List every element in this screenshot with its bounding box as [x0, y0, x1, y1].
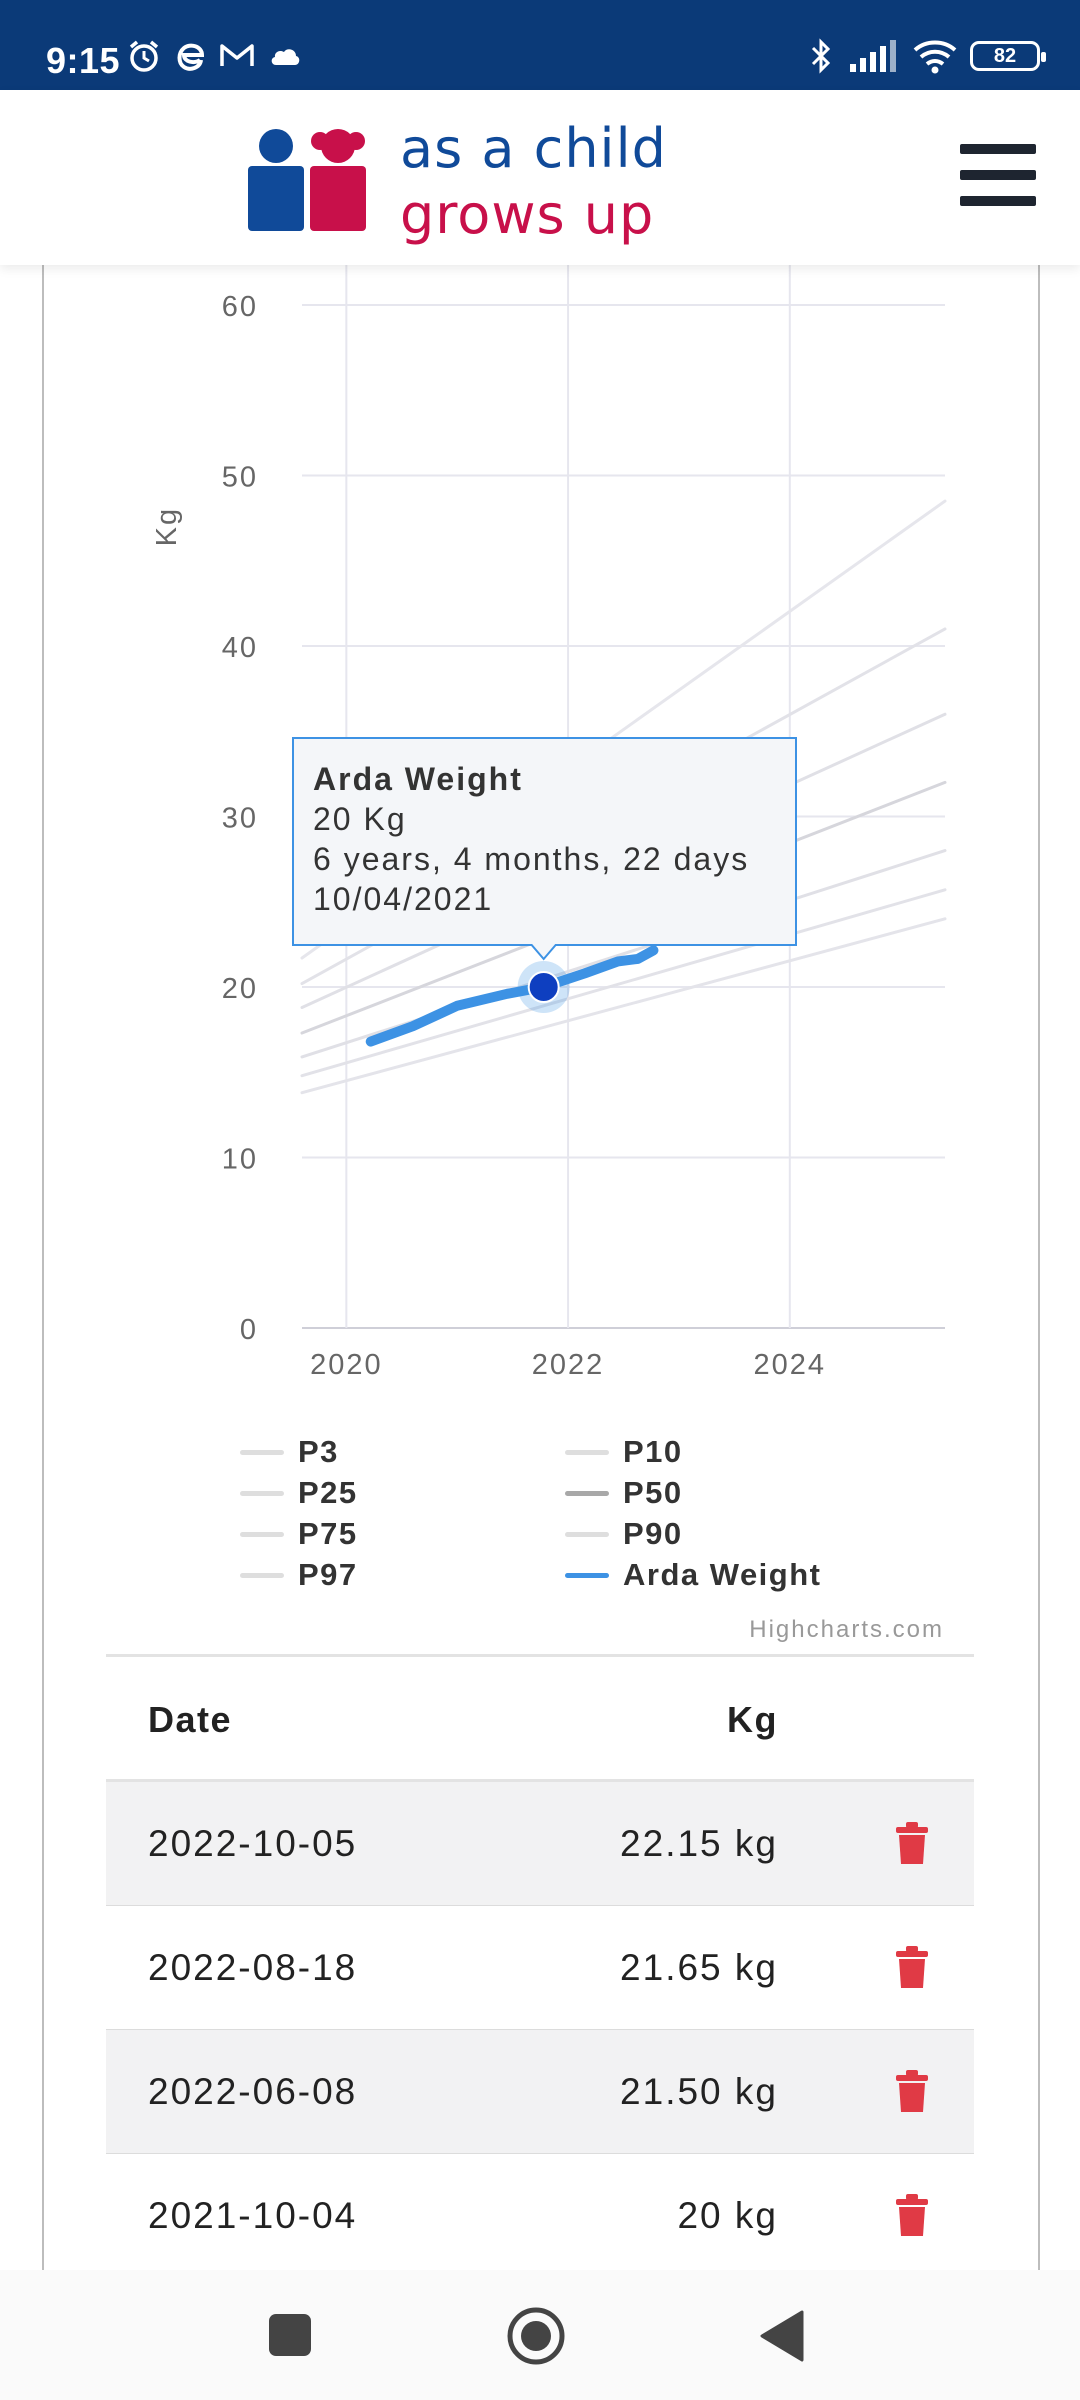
row-date: 2022-06-08 — [148, 2071, 358, 2112]
menu-bar-middle — [960, 170, 1036, 180]
series-line-arda-weight[interactable] — [365, 945, 659, 1047]
legend-label: P25 — [298, 1475, 358, 1510]
table-row: 2022-08-18 21.65 kg — [106, 1906, 974, 2030]
series-line-p3[interactable] — [300, 917, 947, 1095]
table-row: 2022-10-05 22.15 kg — [106, 1782, 974, 1906]
gmail-icon — [220, 44, 254, 66]
legend-swatch — [565, 1449, 609, 1455]
weight-chart[interactable]: 0 10 20 30 40 50 60 2020 2022 2024 Kg Arda Weight 20… — [0, 265, 1080, 1425]
legend-item-p90[interactable]: P90 — [565, 1514, 683, 1554]
y-axis-title: Kg — [151, 507, 183, 546]
legend-item-p25[interactable]: P25 — [240, 1473, 358, 1513]
status-time: 9:15 — [46, 40, 121, 81]
home-circle-icon[interactable] — [506, 2306, 566, 2366]
weight-table: Date Kg 2022-10-05 22.15 kg 2022-08-18 2… — [106, 1654, 974, 2278]
selected-data-point[interactable] — [527, 971, 560, 1003]
status-bar: 9:15 82 — [0, 0, 1080, 90]
chart-credits-link[interactable]: Highcharts.com — [749, 1616, 944, 1643]
trash-icon[interactable] — [894, 2194, 930, 2238]
row-weight: 22.15 kg — [620, 1823, 778, 1864]
signal-icon — [850, 40, 896, 72]
table-row: 2022-06-08 21.50 kg — [106, 2030, 974, 2154]
legend-swatch — [565, 1572, 609, 1578]
y-tick-label: 40 — [222, 632, 258, 664]
battery-level: 82 — [993, 44, 1017, 67]
trash-icon[interactable] — [894, 2070, 930, 2114]
row-weight: 20 kg — [677, 2195, 778, 2236]
legend-swatch — [565, 1490, 609, 1496]
legend-item-p10[interactable]: P10 — [565, 1432, 683, 1472]
row-weight: 21.50 kg — [620, 2071, 778, 2112]
status-icons-left — [126, 36, 304, 76]
tooltip-line: 10/04/2021 — [313, 881, 493, 917]
card-frame — [42, 265, 1040, 2270]
column-header-date: Date — [148, 1699, 233, 1740]
battery-icon: 82 — [970, 41, 1046, 71]
column-header-kg: Kg — [727, 1699, 778, 1740]
x-tick-label: 2024 — [754, 1349, 827, 1381]
legend-item-p75[interactable]: P75 — [240, 1514, 358, 1554]
wifi-icon — [913, 40, 957, 74]
system-nav-bar — [0, 2270, 1080, 2400]
status-icons-right: 82 — [806, 34, 1046, 78]
legend-swatch — [240, 1531, 284, 1537]
legend-swatch — [565, 1531, 609, 1537]
legend-item-p50[interactable]: P50 — [565, 1473, 683, 1513]
legend-label: P97 — [298, 1557, 358, 1592]
y-tick-label: 0 — [240, 1314, 258, 1346]
trash-icon[interactable] — [894, 1822, 930, 1866]
menu-bar-bottom — [960, 196, 1036, 206]
y-tick-label: 30 — [222, 803, 258, 835]
legend-label: P75 — [298, 1516, 358, 1551]
cloud-icon — [271, 49, 300, 65]
x-tick-label: 2022 — [532, 1349, 605, 1381]
row-date: 2021-10-04 — [148, 2195, 358, 2236]
logo-line-2: grows up — [400, 183, 655, 246]
row-date: 2022-08-18 — [148, 1947, 358, 1988]
table-header: Date Kg — [106, 1657, 974, 1782]
legend-swatch — [240, 1490, 284, 1496]
legend-swatch — [240, 1449, 284, 1455]
tooltip-title: Arda Weight — [313, 761, 523, 797]
trash-icon[interactable] — [894, 1946, 930, 1990]
bluetooth-icon — [811, 38, 831, 74]
row-date: 2022-10-05 — [148, 1823, 358, 1864]
menu-bar-top — [960, 144, 1036, 154]
edge-browser-icon — [177, 43, 205, 71]
legend-label: P90 — [623, 1516, 683, 1551]
y-tick-label: 50 — [222, 462, 258, 494]
y-tick-label: 20 — [222, 973, 258, 1005]
x-tick-label: 2020 — [310, 1349, 383, 1381]
table-row: 2021-10-04 20 kg — [106, 2154, 974, 2278]
recents-square-icon[interactable] — [268, 2313, 312, 2357]
chart-tooltip — [292, 737, 797, 961]
y-tick-label: 60 — [222, 291, 258, 323]
legend-item-p3[interactable]: P3 — [240, 1432, 339, 1472]
logo-line-1: as a child — [400, 117, 667, 180]
logo-text[interactable]: as a child grows up — [400, 116, 667, 248]
y-tick-label: 10 — [222, 1144, 258, 1176]
legend-label: Arda Weight — [623, 1557, 822, 1592]
legend-swatch — [240, 1572, 284, 1578]
series-line-p10[interactable] — [300, 888, 947, 1078]
legend-label: P3 — [298, 1434, 339, 1469]
legend-label: P50 — [623, 1475, 683, 1510]
row-weight: 21.65 kg — [620, 1947, 778, 1988]
tooltip-line: 20 Kg — [313, 801, 407, 837]
alarm-icon — [129, 40, 159, 72]
hamburger-menu-icon[interactable] — [958, 140, 1038, 212]
legend-item-arda-weight[interactable]: Arda Weight — [565, 1555, 822, 1595]
logo-icon[interactable] — [246, 126, 376, 236]
app-header: as a child grows up — [0, 90, 1080, 265]
legend-label: P10 — [623, 1434, 683, 1469]
legend-item-p97[interactable]: P97 — [240, 1555, 358, 1595]
back-triangle-icon[interactable] — [758, 2310, 806, 2362]
tooltip-line: 6 years, 4 months, 22 days — [313, 841, 749, 877]
